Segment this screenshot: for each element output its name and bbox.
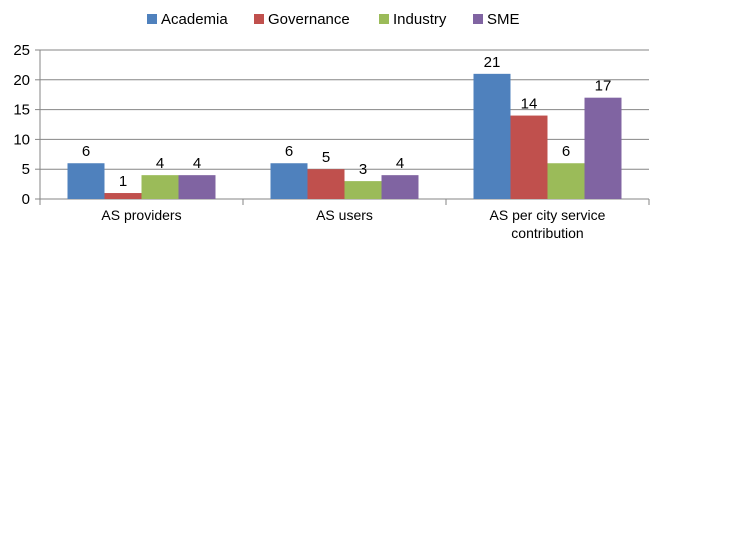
y-tick-labels: 0 5 10 15 20 25: [13, 42, 30, 208]
bars: [67, 73, 622, 199]
legend-swatch: [147, 14, 157, 24]
data-label: 6: [285, 143, 293, 160]
bar-industry: [547, 163, 585, 199]
y-tick-label: 15: [13, 102, 30, 119]
bar-industry: [344, 181, 382, 199]
y-tick-label: 5: [22, 161, 30, 178]
bar-sme: [584, 97, 622, 199]
data-label: 4: [156, 155, 164, 172]
legend-label: SME: [487, 11, 520, 28]
bar-academia: [270, 163, 308, 199]
bar-industry: [141, 175, 179, 199]
data-label: 17: [595, 78, 612, 95]
y-tick-label: 0: [22, 191, 30, 208]
data-label: 4: [396, 155, 404, 172]
gridlines: [40, 49, 649, 170]
bar-academia: [473, 73, 511, 199]
category-label-line: AS users: [316, 207, 373, 223]
category-label-line: AS providers: [101, 207, 181, 223]
data-label: 21: [484, 54, 501, 71]
category-label: AS per city service contribution: [490, 207, 606, 241]
y-tick-label: 10: [13, 131, 30, 148]
legend-label: Governance: [268, 11, 350, 28]
bar-governance: [104, 193, 142, 199]
data-label: 3: [359, 161, 367, 178]
category-label: AS providers: [101, 207, 181, 223]
data-label: 6: [562, 143, 570, 160]
data-label: 4: [193, 155, 201, 172]
bar-sme: [381, 175, 419, 199]
y-tick-label: 20: [13, 72, 30, 89]
legend-swatch: [473, 14, 483, 24]
y-tick-label: 25: [13, 42, 30, 59]
category-label-line: AS per city service: [490, 207, 606, 223]
category-label: AS users: [316, 207, 373, 223]
bar-sme: [178, 175, 216, 199]
legend: Academia Governance Industry SME: [147, 11, 520, 28]
bar-governance: [307, 169, 345, 199]
legend-label: Academia: [161, 11, 228, 28]
category-labels: AS providers AS users AS per city service c…: [101, 207, 605, 241]
legend-swatch: [254, 14, 264, 24]
data-label: 1: [119, 173, 127, 190]
category-label-line: contribution: [511, 225, 583, 241]
legend-swatch: [379, 14, 389, 24]
bar-governance: [510, 115, 548, 199]
bar-academia: [67, 163, 105, 199]
legend-label: Industry: [393, 11, 447, 28]
data-label: 6: [82, 143, 90, 160]
data-label: 5: [322, 149, 330, 166]
data-label: 14: [521, 96, 538, 113]
